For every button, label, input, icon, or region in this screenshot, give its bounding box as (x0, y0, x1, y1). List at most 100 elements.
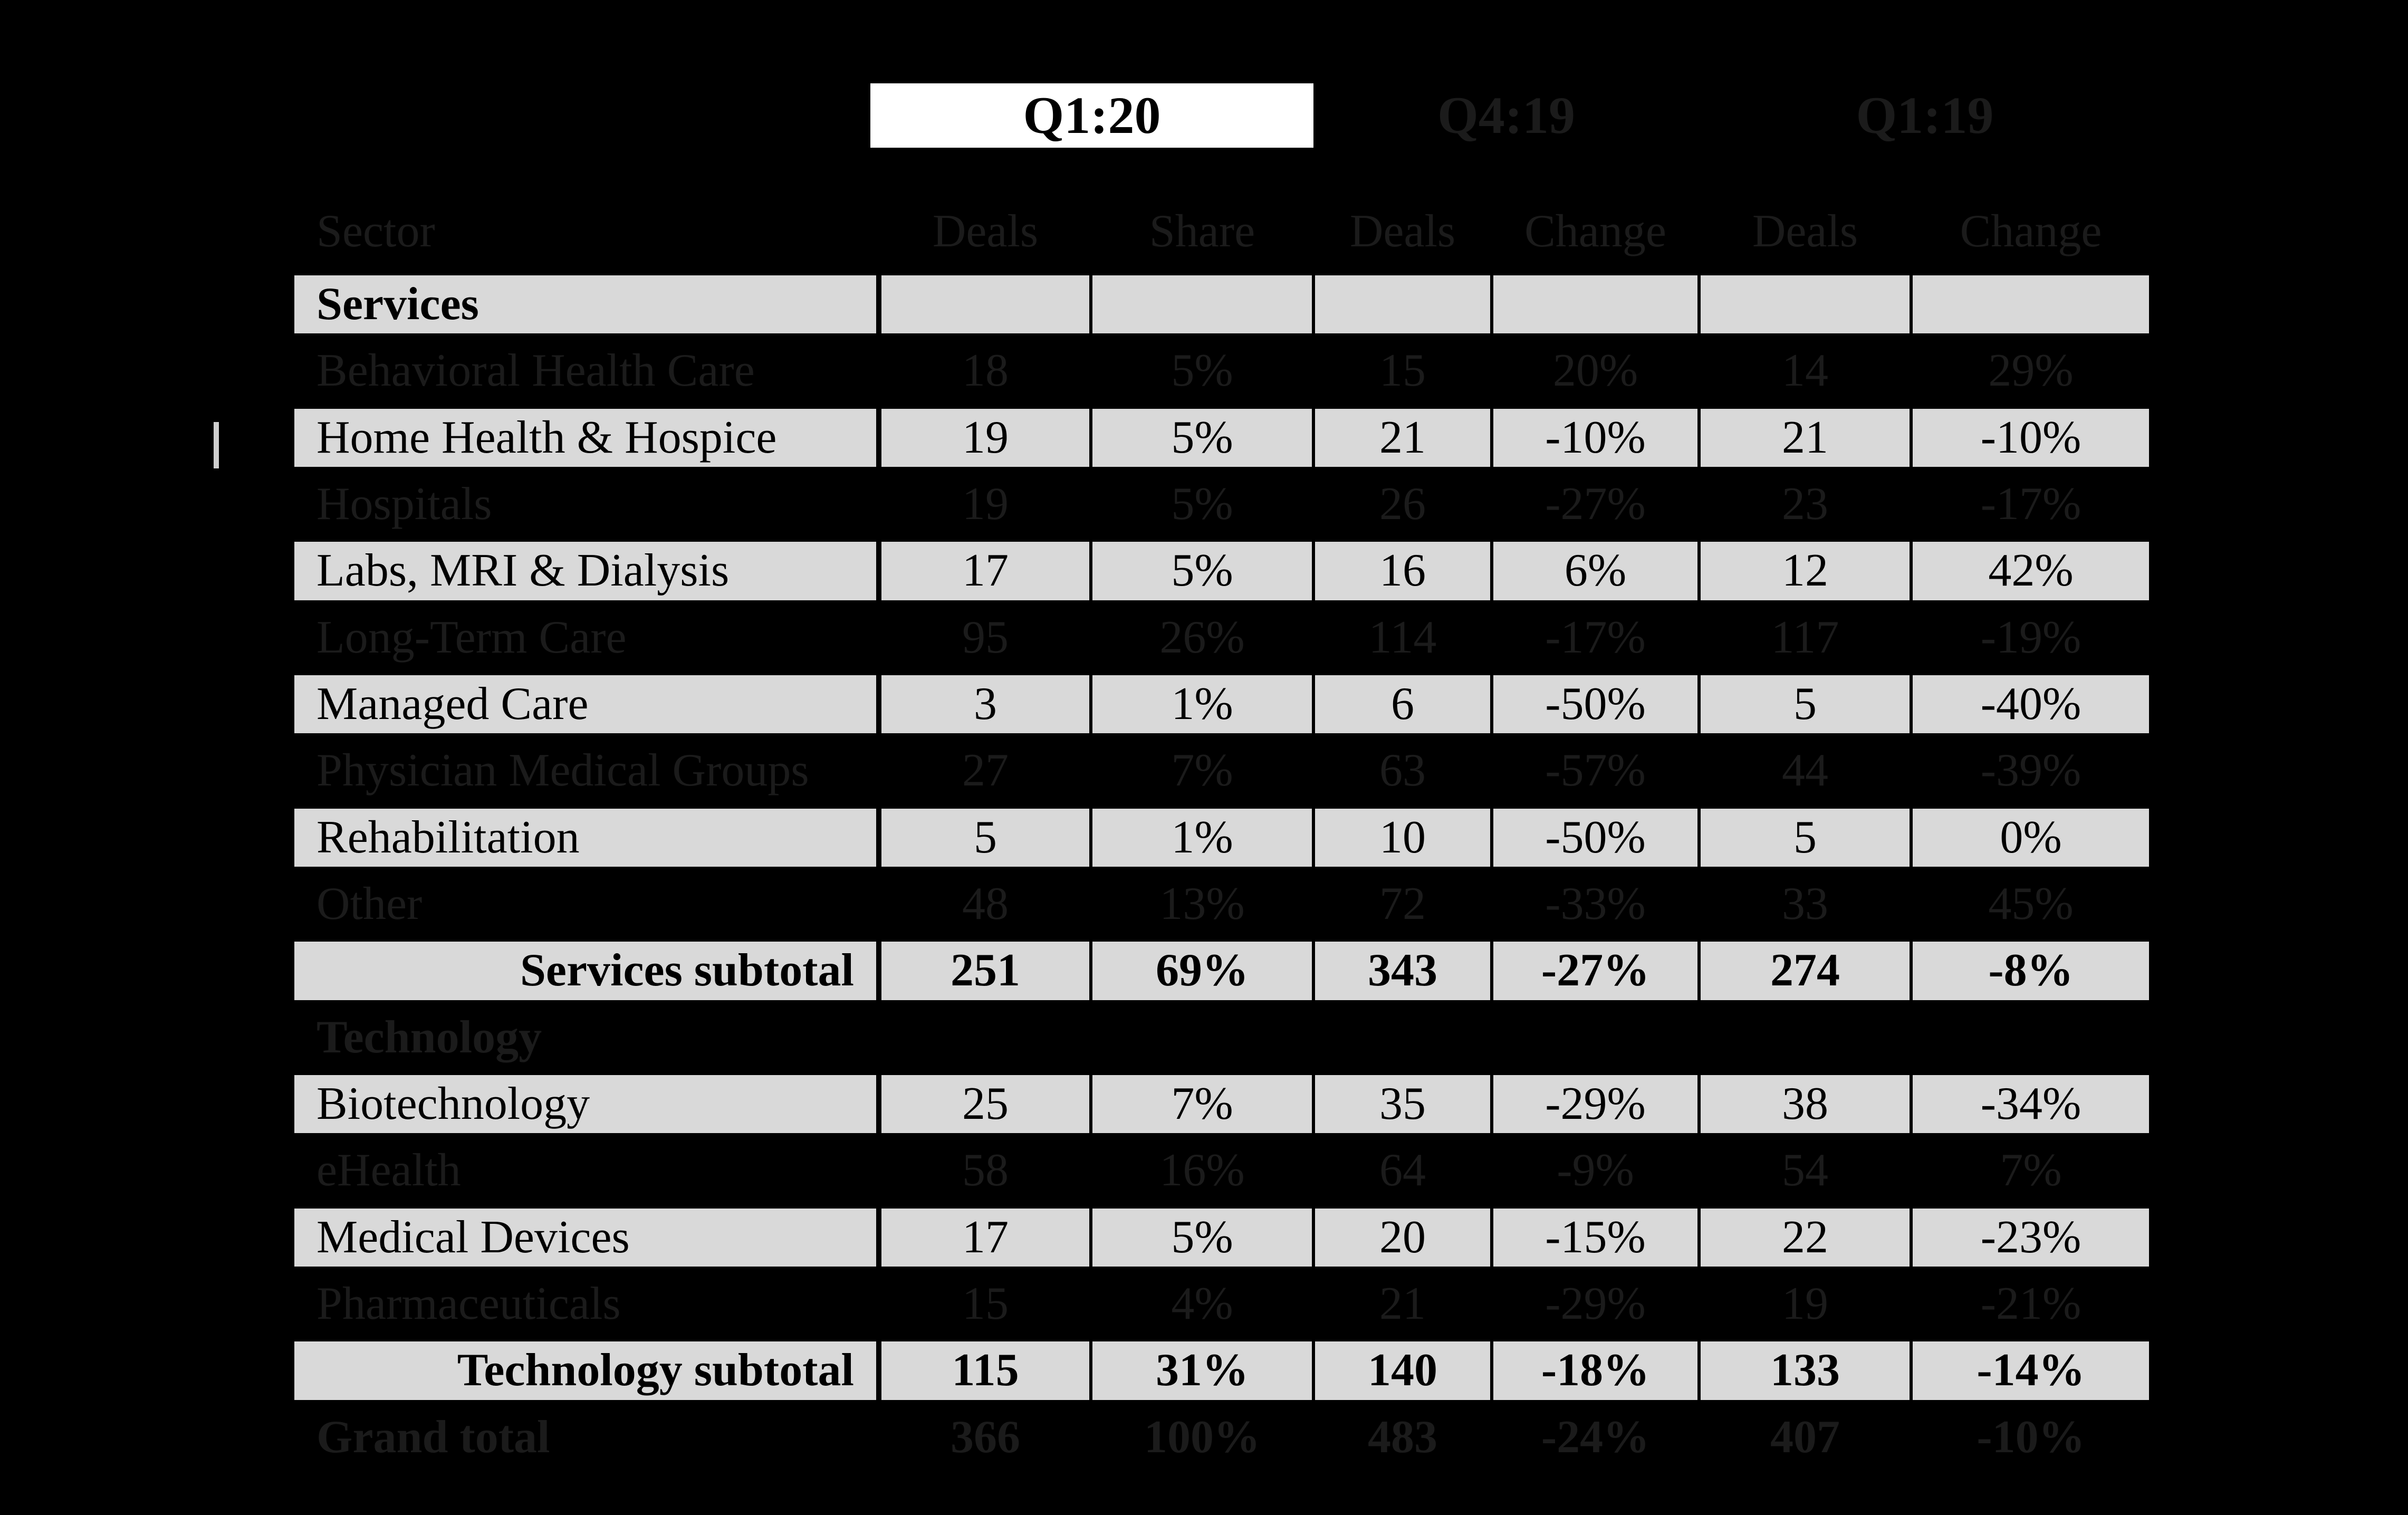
value-cell: 21 (1379, 1278, 1426, 1330)
value-cell: 114 (1368, 611, 1437, 663)
value-cell: 133 (1701, 1341, 1910, 1400)
value-cell: 117 (1771, 611, 1839, 663)
value-cell: -29% (1545, 1278, 1646, 1330)
sector-name: Managed Care (294, 675, 876, 734)
value-cell (1701, 275, 1910, 334)
value-cell: 72 (1379, 878, 1426, 930)
value-cell: 35 (1315, 1075, 1490, 1134)
value-cell: 483 (1368, 1411, 1437, 1463)
sector-name: Long-Term Care (316, 611, 627, 663)
value-cell: -27% (1545, 478, 1646, 530)
value-cell (1493, 275, 1697, 334)
value-cell (1913, 275, 2149, 334)
value-cell: -40% (1913, 675, 2149, 734)
value-cell: 44 (1782, 745, 1828, 797)
value-cell: 19 (962, 478, 1009, 530)
table-row: Labs, MRI & Dialysis 17 5% 16 6% 12 42% (294, 538, 2149, 604)
table-row: Home Health & Hospice 19 5% 21 -10% 21 -10% (294, 405, 2149, 471)
value-cell: 38 (1701, 1075, 1910, 1134)
value-cell: 4% (1171, 1278, 1233, 1330)
value-cell: 5% (1171, 345, 1233, 397)
value-cell: 0% (1913, 808, 2149, 867)
value-cell: 26 (1379, 478, 1426, 530)
value-cell: -8% (1913, 942, 2149, 1000)
sector-name: Services (294, 275, 876, 334)
column-header-share: Share (1149, 206, 1255, 257)
value-cell: 14 (1782, 345, 1828, 397)
value-cell (1701, 1009, 1910, 1067)
value-cell: -23% (1913, 1208, 2149, 1267)
value-cell: 17 (881, 542, 1089, 600)
value-cell: 17 (881, 1208, 1089, 1267)
value-cell: 16 (1315, 542, 1490, 600)
column-header-change-2: Change (1960, 206, 2102, 257)
value-cell: 18 (962, 345, 1009, 397)
value-cell: 69% (1092, 942, 1312, 1000)
period-header-q1-19: Q1:19 (1856, 86, 1994, 145)
sector-name: Other (316, 878, 423, 930)
table-row: Managed Care 3 1% 6 -50% 5 -40% (294, 671, 2149, 737)
value-cell: 3 (881, 675, 1089, 734)
value-cell: 19 (881, 408, 1089, 467)
value-cell: 25 (881, 1075, 1089, 1134)
table-row: Biotechnology 25 7% 35 -29% 38 -34% (294, 1071, 2149, 1137)
value-cell: -21% (1980, 1278, 2081, 1330)
value-cell: -15% (1493, 1208, 1697, 1267)
value-cell: 13% (1159, 878, 1245, 930)
sector-table: Services Behavioral Health Care 18 5% 15 20% 1… (294, 271, 2149, 1471)
value-cell: 7% (2000, 1145, 2062, 1196)
value-cell (1315, 275, 1490, 334)
sector-name: Services subtotal (294, 942, 876, 1000)
value-cell: 31% (1092, 1341, 1312, 1400)
value-cell: -57% (1545, 745, 1646, 797)
sector-name: Home Health & Hospice (294, 408, 876, 467)
sector-name: Biotechnology (294, 1075, 876, 1134)
value-cell (1913, 1009, 2149, 1067)
sector-name: Technology (316, 1011, 542, 1063)
sector-name: Pharmaceuticals (316, 1278, 621, 1330)
table-row: Pharmaceuticals 15 4% 21 -29% 19 -21% (294, 1271, 2149, 1337)
value-cell: 366 (951, 1411, 1020, 1463)
value-cell: 12 (1701, 542, 1910, 600)
value-cell: 45% (1988, 878, 2074, 930)
column-header-deals-1: Deals (932, 206, 1039, 257)
sector-name: Grand total (316, 1411, 550, 1463)
value-cell (1493, 1009, 1697, 1067)
value-cell: 64 (1379, 1145, 1426, 1196)
value-cell: 21 (1315, 408, 1490, 467)
value-cell: 27 (962, 745, 1009, 797)
value-cell: 5 (1701, 808, 1910, 867)
value-cell: -10% (1977, 1411, 2085, 1463)
value-cell: -50% (1493, 808, 1697, 867)
column-header-deals-2: Deals (1349, 206, 1456, 257)
value-cell: 22 (1701, 1208, 1910, 1267)
value-cell: -17% (1545, 611, 1646, 663)
value-cell: 5 (881, 808, 1089, 867)
value-cell: 15 (962, 1278, 1009, 1330)
table-row: Technology subtotal 115 31% 140 -18% 133 -14% (294, 1337, 2149, 1404)
table-row: Hospitals 19 5% 26 -27% 23 -17% (294, 471, 2149, 538)
value-cell: 5 (1701, 675, 1910, 734)
sector-name: Hospitals (316, 478, 492, 530)
value-cell: 5% (1171, 478, 1233, 530)
value-cell: -24% (1541, 1411, 1650, 1463)
table-row: Grand total 366 100% 483 -24% 407 -10% (294, 1404, 2149, 1471)
value-cell: -17% (1980, 478, 2081, 530)
value-cell: 15 (1379, 345, 1426, 397)
value-cell: 5% (1092, 408, 1312, 467)
value-cell: -39% (1980, 745, 2081, 797)
table-row: Technology (294, 1004, 2149, 1071)
value-cell: 100% (1144, 1411, 1260, 1463)
column-header-deals-3: Deals (1752, 206, 1858, 257)
value-cell: 16% (1159, 1145, 1245, 1196)
table-row: Behavioral Health Care 18 5% 15 20% 14 29% (294, 338, 2149, 404)
value-cell: -27% (1493, 942, 1697, 1000)
table-row: Other 48 13% 72 -33% 33 45% (294, 871, 2149, 937)
value-cell: 1% (1092, 675, 1312, 734)
value-cell: -29% (1493, 1075, 1697, 1134)
column-header-change-1: Change (1524, 206, 1666, 257)
sector-name: Medical Devices (294, 1208, 876, 1267)
value-cell: 343 (1315, 942, 1490, 1000)
stray-mark (214, 422, 219, 468)
value-cell: -34% (1913, 1075, 2149, 1134)
